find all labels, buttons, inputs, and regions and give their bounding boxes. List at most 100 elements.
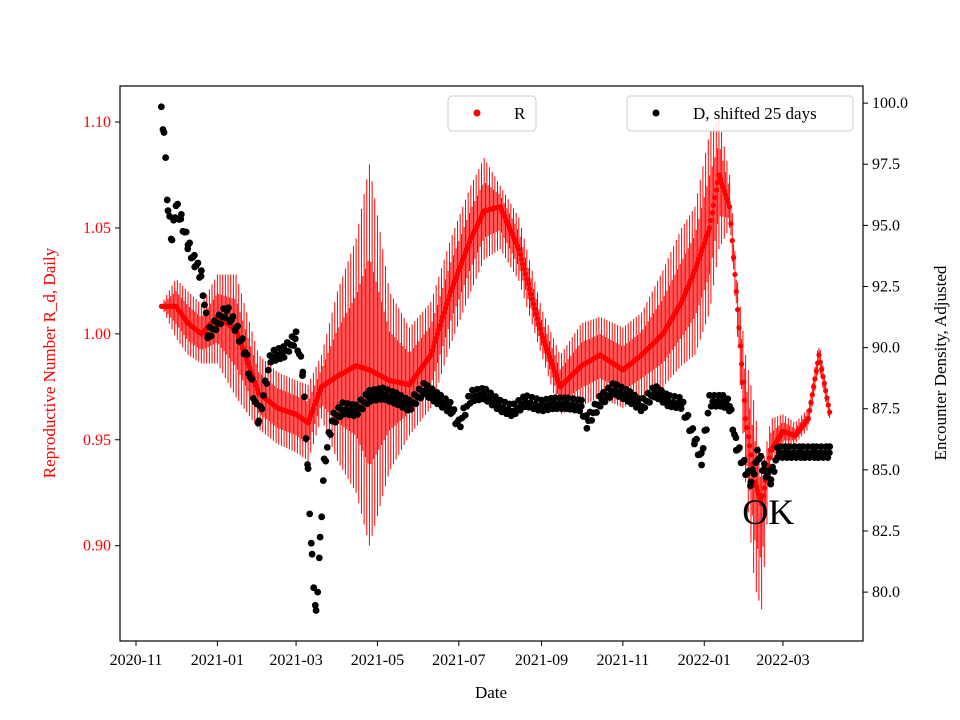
d-point bbox=[412, 400, 420, 408]
legend-r-box bbox=[447, 95, 537, 132]
d-point bbox=[816, 449, 824, 457]
d-point bbox=[164, 207, 172, 215]
legend-d-marker bbox=[652, 109, 660, 117]
d-point bbox=[207, 332, 215, 340]
d-point bbox=[588, 416, 596, 424]
d-point bbox=[202, 309, 210, 317]
d-point bbox=[290, 342, 298, 350]
d-point bbox=[516, 406, 524, 414]
d-point bbox=[760, 460, 768, 468]
d-point bbox=[318, 513, 326, 521]
d-point bbox=[197, 272, 205, 280]
d-point bbox=[299, 368, 307, 376]
d-point bbox=[323, 443, 331, 451]
d-point bbox=[217, 320, 224, 328]
d-point bbox=[732, 434, 740, 442]
d-point bbox=[407, 405, 415, 413]
d-point bbox=[428, 385, 436, 393]
d-point bbox=[302, 435, 310, 442]
d-point bbox=[689, 425, 697, 432]
x-tick-label: 2022-01 bbox=[678, 652, 731, 669]
d-point bbox=[229, 313, 237, 320]
d-point bbox=[679, 398, 687, 406]
d-point bbox=[314, 588, 322, 596]
d-point bbox=[264, 366, 272, 374]
d-point bbox=[601, 398, 609, 406]
d-point bbox=[312, 607, 320, 614]
d-point bbox=[461, 411, 469, 419]
d-point bbox=[442, 395, 449, 403]
d-point bbox=[310, 584, 318, 592]
ok-annotation: OK bbox=[742, 492, 794, 532]
right-y-tick-label: 92.5 bbox=[872, 278, 900, 295]
x-axis-title: Date bbox=[475, 683, 507, 702]
x-tick-label: 2021-03 bbox=[269, 652, 322, 669]
d-point bbox=[786, 443, 794, 451]
d-point bbox=[789, 449, 797, 457]
d-point bbox=[777, 443, 785, 451]
d-point bbox=[212, 326, 220, 334]
d-point bbox=[316, 533, 324, 541]
d-point bbox=[724, 395, 732, 403]
right-y-tick-label: 95.0 bbox=[872, 217, 900, 234]
d-point bbox=[825, 449, 833, 457]
left-y-tick-label: 1.10 bbox=[83, 114, 111, 131]
d-point bbox=[798, 449, 806, 457]
d-point bbox=[511, 410, 519, 418]
right-y-axis-title: Encounter Density, Adjusted bbox=[931, 265, 950, 460]
d-point bbox=[491, 393, 499, 400]
d-point bbox=[757, 452, 765, 460]
d-point bbox=[359, 405, 366, 413]
right-y-tick-label: 100.0 bbox=[872, 95, 908, 112]
d-point bbox=[263, 380, 271, 387]
d-point bbox=[255, 417, 263, 425]
d-point bbox=[487, 389, 494, 397]
d-point bbox=[784, 449, 792, 457]
d-series-layer bbox=[157, 103, 834, 614]
right-y-tick-label: 90.0 bbox=[872, 340, 900, 357]
plot-frame bbox=[119, 85, 864, 642]
left-y-tick-label: 0.95 bbox=[83, 432, 111, 449]
right-y-tick-label: 87.5 bbox=[872, 401, 900, 418]
d-point bbox=[657, 386, 665, 394]
d-point bbox=[699, 444, 707, 452]
legend-d-box bbox=[626, 95, 854, 132]
d-point bbox=[201, 301, 208, 309]
d-point bbox=[799, 443, 807, 451]
d-point bbox=[182, 228, 190, 236]
d-point bbox=[234, 322, 242, 330]
x-axis: 2020-11 2021-01 2021-03 2021-05 2021-07 2021-… bbox=[110, 641, 810, 669]
d-point bbox=[702, 426, 710, 434]
d-point bbox=[297, 352, 305, 360]
left-y-axis: 0.90 0.95 1.00 1.05 1.10 bbox=[83, 114, 120, 555]
d-point bbox=[641, 404, 649, 412]
d-point bbox=[280, 353, 288, 361]
d-point bbox=[162, 154, 170, 162]
d-point bbox=[248, 375, 256, 383]
right-y-tick-label: 97.5 bbox=[872, 156, 900, 173]
d-point bbox=[817, 443, 825, 451]
legend-d: D, shifted 25 days bbox=[626, 95, 854, 132]
d-point bbox=[457, 423, 464, 431]
d-point bbox=[322, 457, 330, 465]
d-point bbox=[239, 335, 246, 343]
d-point bbox=[186, 239, 194, 247]
legend-r-label: R bbox=[514, 104, 526, 123]
d-point bbox=[224, 304, 232, 312]
d-point bbox=[709, 397, 717, 405]
r-point bbox=[827, 409, 833, 415]
d-point bbox=[194, 259, 202, 267]
d-point bbox=[653, 383, 660, 391]
right-y-tick-label: 85.0 bbox=[872, 462, 900, 479]
r-point bbox=[820, 373, 826, 380]
d-point bbox=[711, 391, 718, 399]
d-point bbox=[631, 391, 639, 399]
d-point bbox=[243, 351, 251, 359]
d-point bbox=[446, 398, 454, 406]
x-tick-label: 2021-11 bbox=[597, 652, 650, 669]
d-point bbox=[826, 443, 834, 451]
d-point bbox=[291, 335, 299, 343]
d-point bbox=[727, 406, 735, 413]
d-point bbox=[704, 409, 712, 417]
